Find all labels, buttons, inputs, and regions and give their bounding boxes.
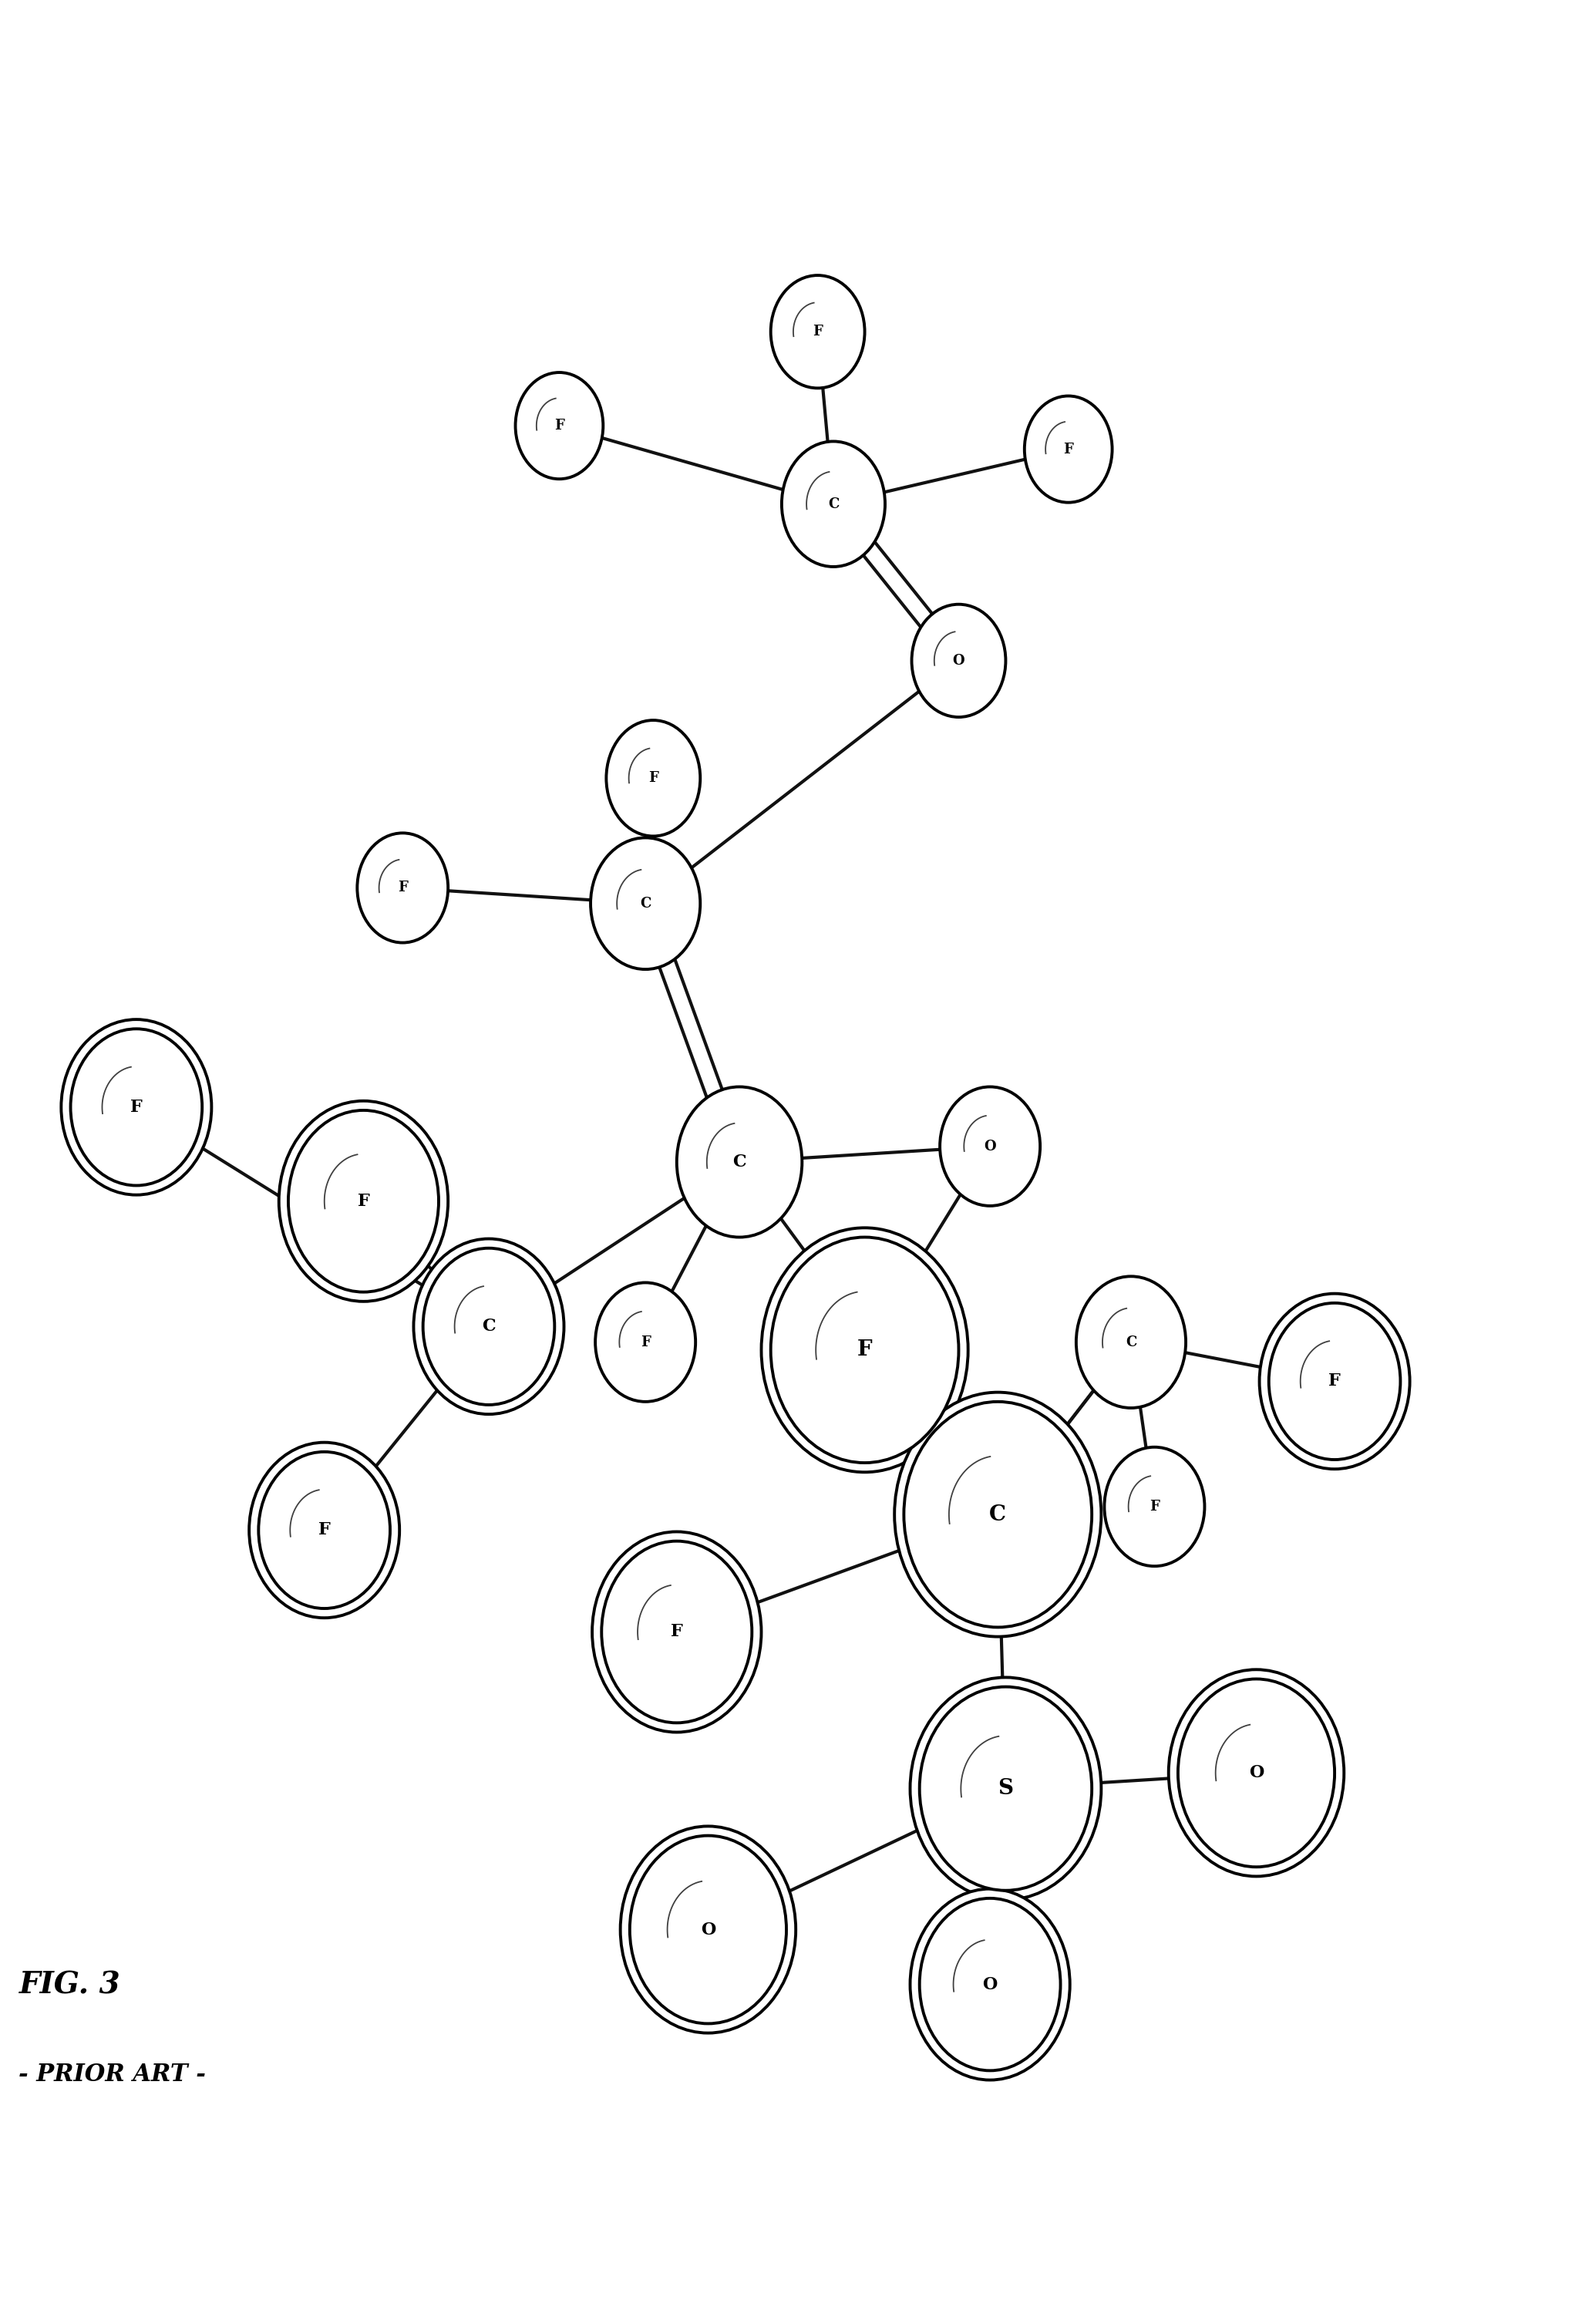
Ellipse shape [601, 1541, 751, 1722]
Ellipse shape [894, 1392, 1100, 1636]
Text: S: S [998, 1778, 1012, 1799]
Text: O: O [984, 1139, 995, 1153]
Text: F: F [357, 1192, 369, 1211]
Text: C: C [481, 1318, 495, 1334]
Text: F: F [130, 1099, 143, 1116]
Ellipse shape [1075, 1276, 1185, 1408]
Ellipse shape [1177, 1678, 1335, 1866]
Ellipse shape [781, 442, 885, 567]
Ellipse shape [619, 1827, 795, 2034]
Text: F: F [318, 1522, 330, 1538]
Text: F: F [670, 1624, 682, 1641]
Ellipse shape [1168, 1669, 1344, 1875]
Ellipse shape [593, 1532, 761, 1731]
Ellipse shape [278, 1102, 448, 1301]
Text: F: F [1328, 1373, 1339, 1390]
Text: F: F [553, 418, 564, 432]
Ellipse shape [629, 1836, 786, 2024]
Ellipse shape [940, 1088, 1039, 1206]
Ellipse shape [1259, 1294, 1409, 1469]
Text: F: F [813, 325, 822, 339]
Text: C: C [733, 1153, 745, 1171]
Ellipse shape [910, 1889, 1069, 2080]
Ellipse shape [591, 837, 700, 969]
Text: F: F [1149, 1499, 1159, 1513]
Text: C: C [1126, 1336, 1137, 1350]
Ellipse shape [676, 1088, 802, 1236]
Ellipse shape [761, 1227, 968, 1471]
Text: - PRIOR ART -: - PRIOR ART - [19, 2061, 206, 2087]
Ellipse shape [594, 1283, 695, 1401]
Text: C: C [640, 897, 651, 911]
Ellipse shape [1023, 395, 1111, 502]
Ellipse shape [357, 832, 448, 944]
Ellipse shape [770, 1236, 959, 1462]
Text: O: O [1248, 1764, 1264, 1783]
Text: C: C [827, 497, 838, 511]
Ellipse shape [71, 1030, 203, 1185]
Text: F: F [857, 1339, 872, 1360]
Text: F: F [1063, 442, 1072, 456]
Ellipse shape [413, 1239, 564, 1415]
Text: O: O [953, 653, 964, 667]
Ellipse shape [61, 1020, 211, 1195]
Ellipse shape [516, 372, 602, 479]
Ellipse shape [904, 1401, 1091, 1627]
Text: F: F [640, 1336, 651, 1350]
Ellipse shape [912, 604, 1005, 718]
Ellipse shape [770, 274, 865, 388]
Text: C: C [989, 1504, 1006, 1525]
Text: F: F [648, 772, 659, 786]
Ellipse shape [910, 1678, 1100, 1899]
Text: F: F [398, 881, 407, 895]
Ellipse shape [248, 1443, 399, 1618]
Ellipse shape [423, 1248, 555, 1404]
Ellipse shape [1269, 1304, 1399, 1459]
Text: O: O [700, 1922, 715, 1938]
Ellipse shape [605, 720, 700, 837]
Text: O: O [982, 1975, 997, 1994]
Ellipse shape [920, 1687, 1091, 1889]
Ellipse shape [920, 1899, 1060, 2071]
Ellipse shape [1104, 1448, 1204, 1566]
Ellipse shape [258, 1452, 390, 1608]
Text: FIG. 3: FIG. 3 [19, 1971, 121, 2001]
Ellipse shape [288, 1111, 439, 1292]
